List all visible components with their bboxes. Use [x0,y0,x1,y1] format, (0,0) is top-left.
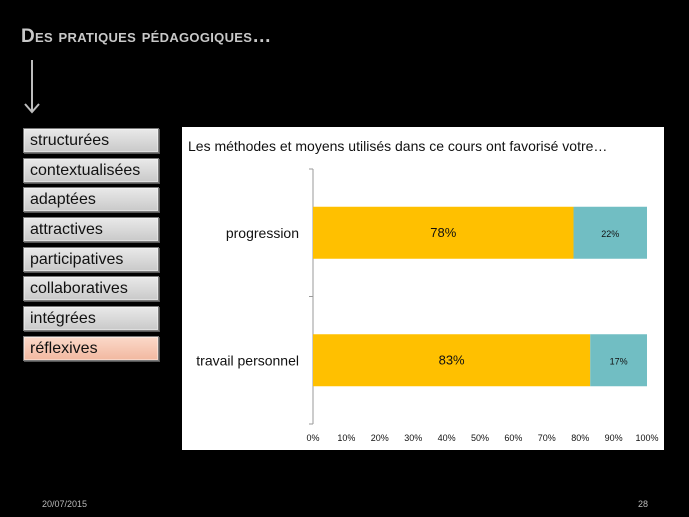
practice-item-participatives: participatives [23,246,159,272]
slide-title: Des pratiques pédagogiques… [21,26,272,47]
footer-date: 20/07/2015 [42,499,88,509]
bar-segment [590,334,647,387]
stacked-bar-chart: 78% 22% progression 83% 17% travail personnel… [196,168,659,443]
category-label: travail personnel [196,352,299,368]
practice-item-contextualisees: contextualisées [23,157,159,183]
bar-segment [313,334,591,387]
x-tick-label: 70% [538,433,556,443]
x-tick-label: 20% [371,433,389,443]
bar-segment [313,206,574,259]
x-tick-label: 10% [337,433,355,443]
practice-list: structurées contextualisées adaptées att… [23,128,159,366]
practice-item-structurees: structurées [23,128,159,153]
x-tick-label: 40% [438,433,456,443]
chart-panel: Les méthodes et moyens utilisés dans ce … [182,127,664,450]
bar-data-label: 83% [439,352,465,367]
x-tick-label: 0% [306,433,319,443]
arrow-down-icon [24,60,40,114]
x-tick-label: 100% [635,433,658,443]
bar-data-label: 78% [430,225,456,240]
practice-item-adaptees: adaptées [23,187,159,213]
bar-data-label: 22% [601,229,619,239]
x-tick-label: 30% [404,433,422,443]
x-tick-label: 90% [605,433,623,443]
practice-item-integrees: intégrées [23,306,159,332]
practice-item-collaboratives: collaboratives [23,276,159,302]
x-tick-label: 50% [471,433,489,443]
bar-segment [573,206,647,259]
page-number: 28 [638,499,649,509]
x-tick-label: 80% [571,433,589,443]
chart-title: Les méthodes et moyens utilisés dans ce … [188,138,608,154]
category-label: progression [226,225,299,241]
x-tick-label: 60% [504,433,522,443]
practice-item-reflexives: réflexives [23,335,159,361]
bar-data-label: 17% [610,356,628,366]
practice-item-attractives: attractives [23,217,159,243]
